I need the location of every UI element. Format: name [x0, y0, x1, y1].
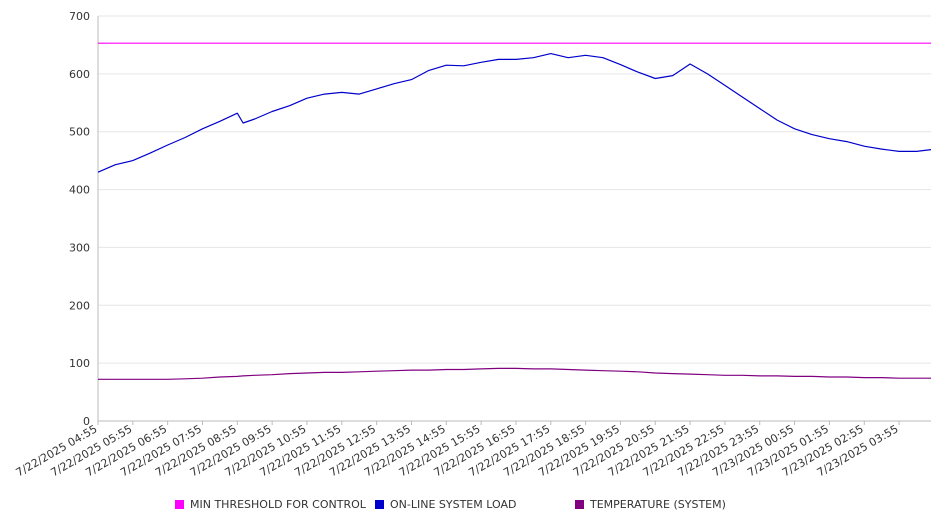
y-tick-label: 0: [83, 415, 90, 428]
legend-swatch: [375, 500, 384, 509]
y-tick-label: 300: [69, 241, 90, 254]
y-tick-label: 600: [69, 68, 90, 81]
legend-swatch: [575, 500, 584, 509]
series-line-2: [98, 367, 931, 380]
series-line-1: [97, 52, 932, 173]
series-lines: [97, 42, 932, 380]
legend-label: MIN THRESHOLD FOR CONTROL: [190, 498, 366, 511]
y-tick-labels: 0 100 200 300 400 500 600 700: [69, 10, 90, 428]
gridlines: [98, 15, 931, 364]
x-tick-labels: 7/22/2025 04:557/22/2025 05:557/22/2025 …: [14, 422, 901, 479]
y-tick-label: 400: [69, 184, 90, 197]
legend-swatch: [175, 500, 184, 509]
y-tick-label: 100: [69, 357, 90, 370]
legend-label: ON-LINE SYSTEM LOAD: [390, 498, 517, 511]
legend-item-min-threshold[interactable]: MIN THRESHOLD FOR CONTROL: [175, 498, 366, 511]
y-tick-label: 200: [69, 299, 90, 312]
legend: MIN THRESHOLD FOR CONTROL ON-LINE SYSTEM…: [0, 498, 946, 514]
y-tick-label: 500: [69, 126, 90, 139]
legend-label: TEMPERATURE (SYSTEM): [590, 498, 726, 511]
axes: [97, 16, 931, 425]
legend-item-system-load[interactable]: ON-LINE SYSTEM LOAD: [375, 498, 516, 511]
legend-item-temperature[interactable]: TEMPERATURE (SYSTEM): [575, 498, 726, 511]
y-tick-label: 700: [69, 10, 90, 23]
